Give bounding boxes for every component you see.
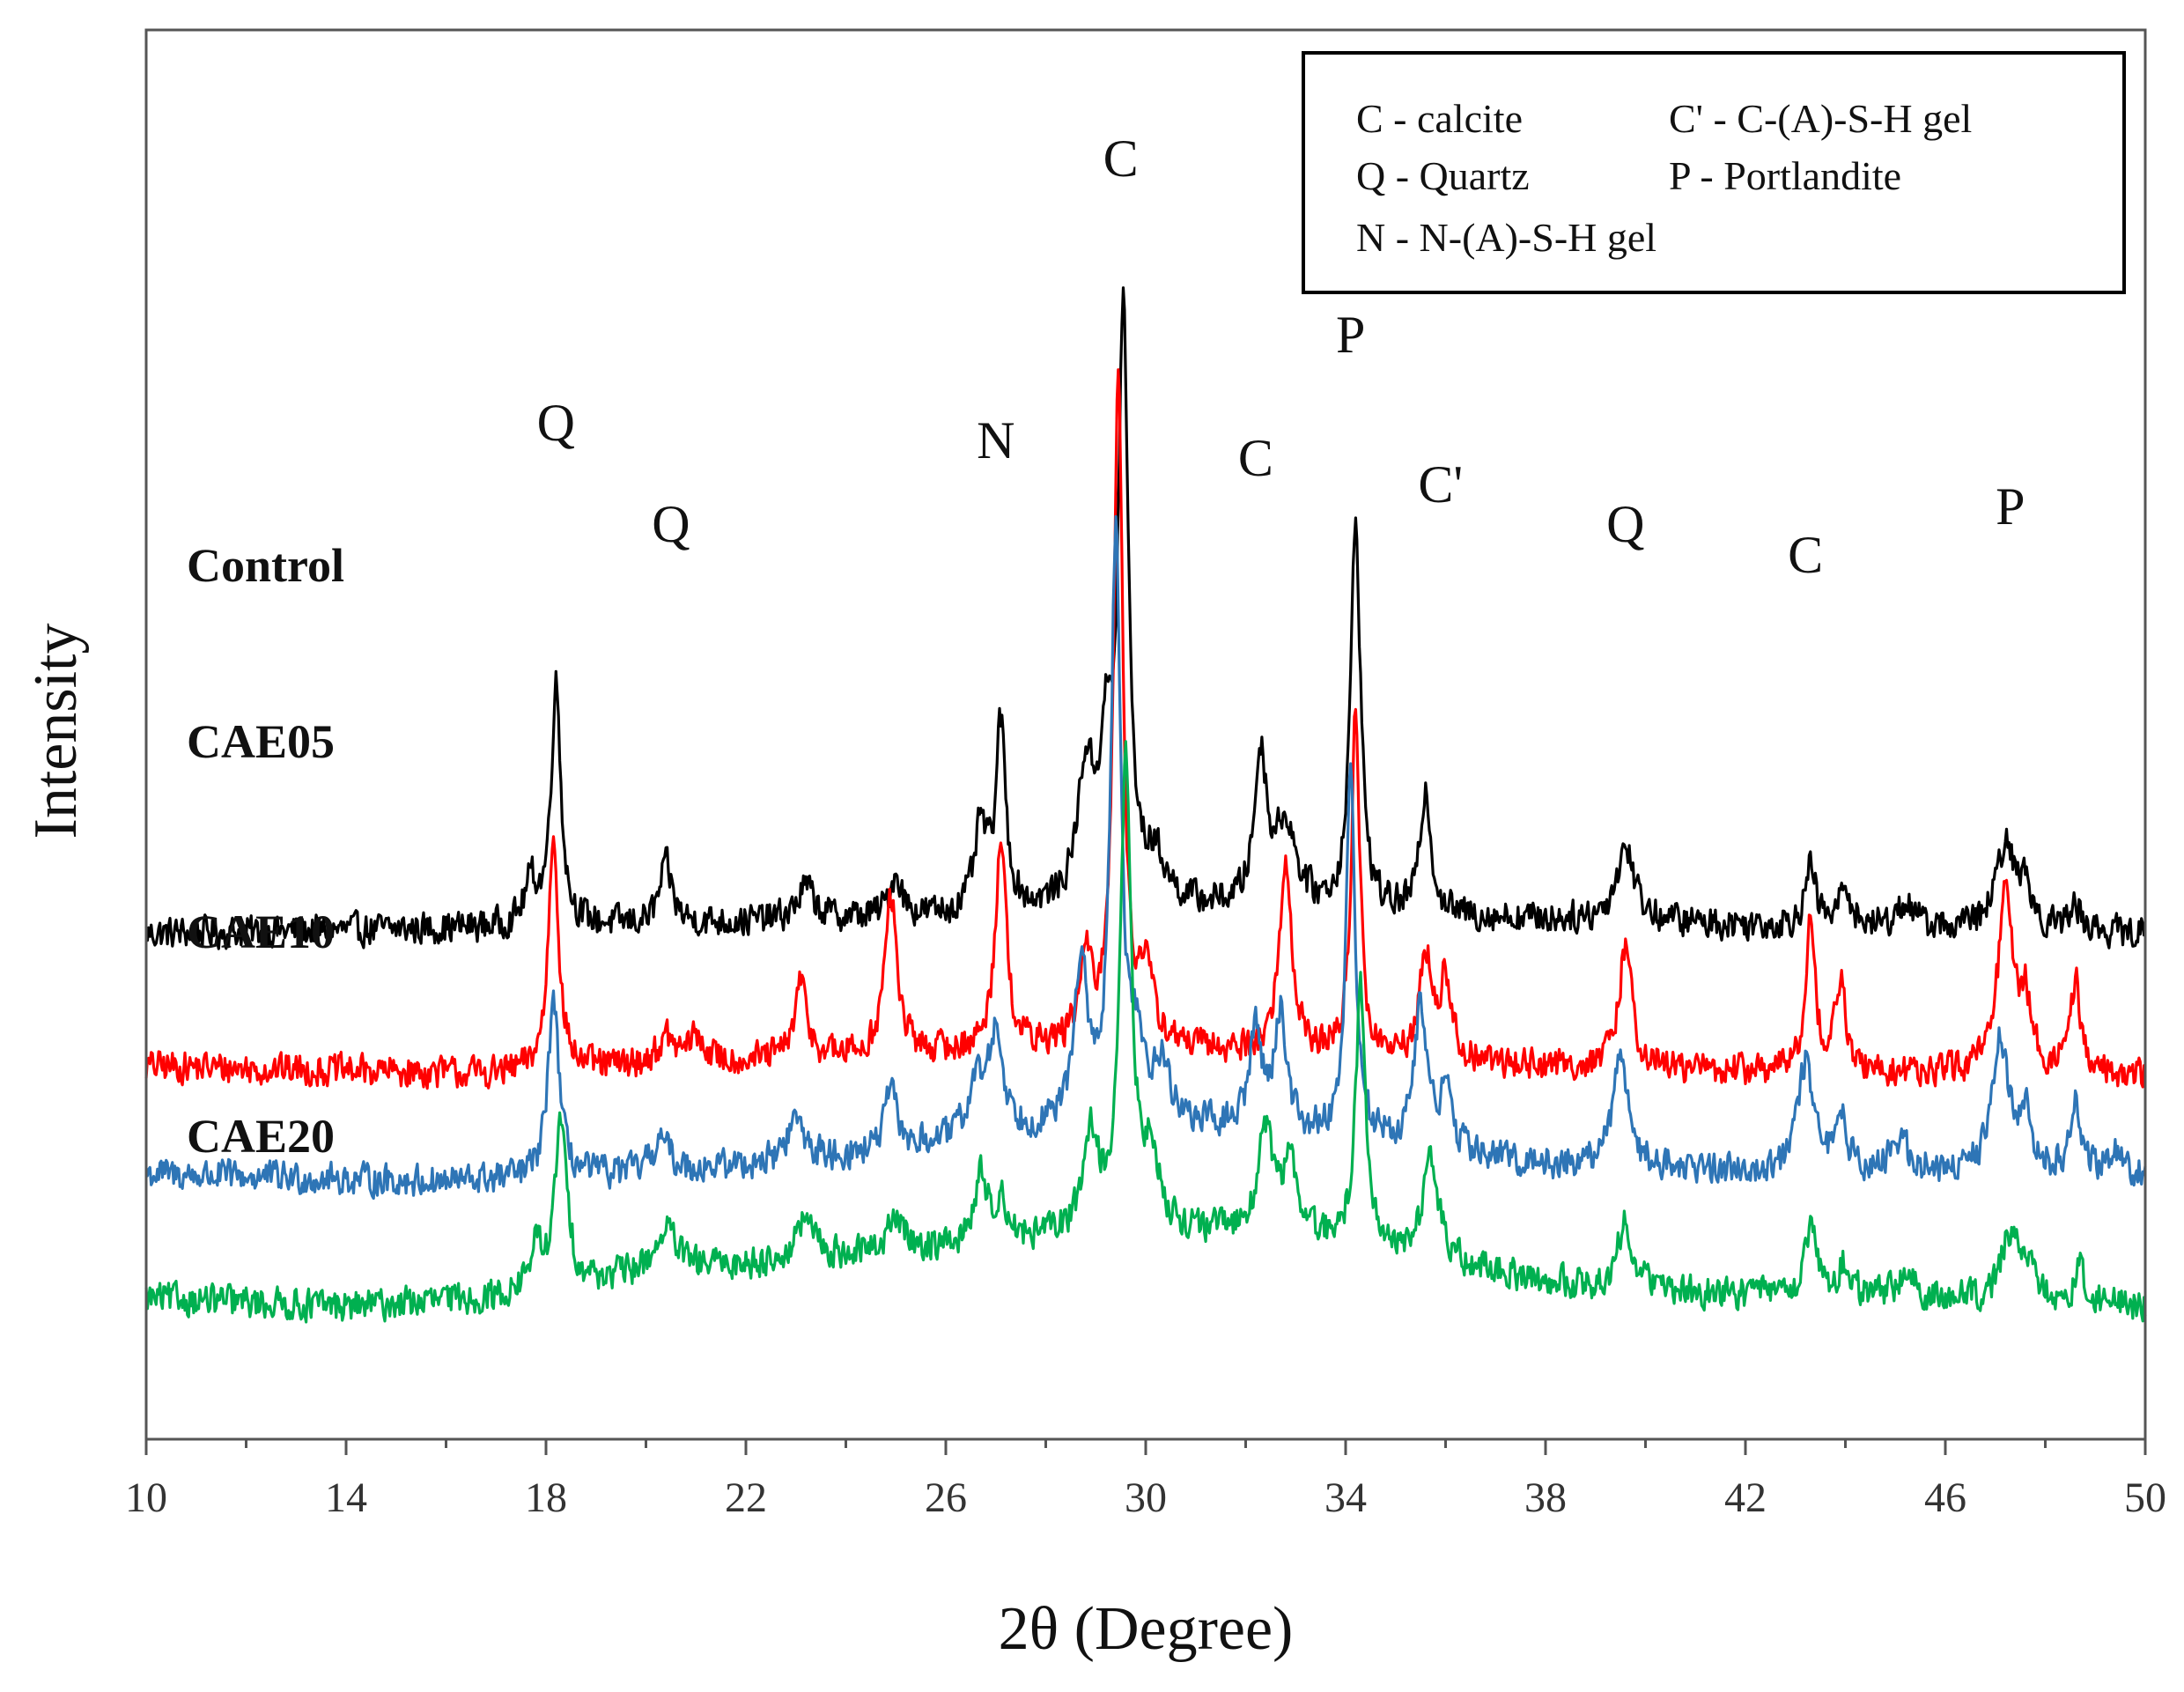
x-tick-label: 42 <box>1724 1474 1767 1521</box>
legend-entry-portlandite: P - Portlandite <box>1669 153 1901 198</box>
y-axis-title: Intensity <box>22 624 90 839</box>
series-layer <box>144 286 2147 1324</box>
x-tick-label: 18 <box>525 1474 567 1521</box>
x-tick-label: 50 <box>2124 1474 2166 1521</box>
peak-label: N <box>977 411 1015 469</box>
peak-label: P <box>1336 306 1365 364</box>
x-tick-label: 46 <box>1924 1474 1966 1521</box>
series-line-cae10 <box>144 514 2147 1201</box>
series-label-cae05: CAE05 <box>187 715 335 768</box>
peak-label: Q <box>1606 495 1644 553</box>
peak-label: Q <box>652 495 690 553</box>
legend-entry-nash-gel: N - N-(A)-S-H gel <box>1356 215 1656 260</box>
peak-annotations: Q Q N C C P C' Q C P <box>537 129 2025 584</box>
x-tick-label: 26 <box>925 1474 967 1521</box>
peak-label: C' <box>1418 455 1463 514</box>
x-tick-label: 10 <box>125 1474 167 1521</box>
peak-label: Q <box>537 394 575 452</box>
legend: C - calcite C' - C-(A)-S-H gel Q - Quart… <box>1302 51 2126 294</box>
x-tick-label: 22 <box>725 1474 767 1521</box>
legend-entry-quartz: Q - Quartz <box>1356 153 1530 198</box>
peak-label: C <box>1788 526 1823 584</box>
peak-label: P <box>1996 477 2025 536</box>
series-line-cae20 <box>144 740 2147 1324</box>
x-axis-ticks: 10 14 18 22 26 30 34 38 42 46 50 <box>125 1439 2166 1521</box>
x-tick-label: 34 <box>1324 1474 1367 1521</box>
peak-label: C <box>1238 429 1273 487</box>
x-tick-label: 30 <box>1125 1474 1167 1521</box>
series-label-cae10: CAE10 <box>187 905 335 958</box>
legend-box <box>1302 51 2126 294</box>
x-tick-label: 14 <box>325 1474 367 1521</box>
series-label-control: Control <box>187 539 344 592</box>
x-axis-title: 2θ (Degree) <box>999 1595 1294 1663</box>
peak-label: C <box>1103 129 1139 188</box>
legend-entry-calcite: C - calcite <box>1356 96 1523 141</box>
series-label-cae20: CAE20 <box>187 1110 335 1163</box>
legend-entry-casha-gel: C' - C-(A)-S-H gel <box>1669 96 1972 141</box>
series-line-control <box>144 286 2147 950</box>
series-labels: Control CAE05 CAE10 CAE20 <box>187 539 344 1163</box>
series-line-cae05 <box>144 368 2147 1090</box>
x-tick-label: 38 <box>1524 1474 1567 1521</box>
